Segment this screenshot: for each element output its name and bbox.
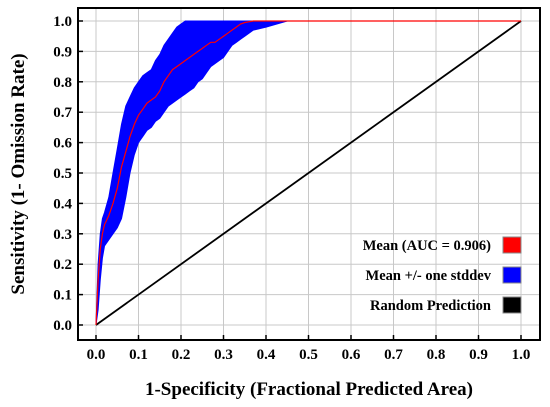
legend-label: Mean +/- one stddev [366,268,492,284]
x-tick-label: 1.0 [512,347,531,363]
stddev-band [95,20,521,326]
legend-label: Mean (AUC = 0.906) [363,238,491,254]
x-tick-label: 0.4 [257,347,276,363]
random-prediction-line [95,20,522,326]
y-tick-label: 0.3 [53,227,72,243]
line-layer [95,20,522,326]
y-tick-label: 0.0 [53,318,72,334]
y-tick-label: 0.1 [53,288,72,304]
legend-item-mean: Mean (AUC = 0.906) [363,236,522,254]
x-tick-label: 0.2 [172,347,191,363]
x-tick-label: 0.3 [214,347,233,363]
x-tick-label: 0.6 [342,347,361,363]
y-tick-label: 0.2 [53,257,72,273]
legend-swatch [502,296,522,314]
x-tick-label: 0.8 [427,347,446,363]
x-axis-title: 1-Specificity (Fractional Predicted Area… [145,379,473,400]
y-tick-label: 1.0 [53,14,72,30]
y-tick-label: 0.5 [53,166,72,182]
y-tick-label: 0.9 [53,44,72,60]
mean-roc-line [95,20,521,326]
x-tick-labels: 0.0 0.1 0.2 0.3 0.4 0.5 0.6 0.7 0.8 0.9 1.0 [87,335,531,363]
y-axis-title: Sensitivity (1- Omission Rate) [8,53,29,294]
x-tick-label: 0.5 [299,347,318,363]
y-tick-label: 0.7 [53,105,72,121]
y-tick-labels: 0.0 0.1 0.2 0.3 0.4 0.5 0.6 0.7 0.8 0.9 1.0 [53,14,83,334]
y-tick-label: 0.6 [53,136,72,152]
y-tick-label: 0.4 [53,196,72,212]
x-tick-label: 0.0 [87,347,106,363]
legend-swatch [502,236,522,254]
x-tick-label: 0.7 [384,347,403,363]
legend: Mean (AUC = 0.906) Mean +/- one stddev Ran… [363,236,522,314]
x-tick-label: 0.9 [469,347,488,363]
legend-label: Random Prediction [370,298,491,314]
y-tick-label: 0.8 [53,75,72,91]
legend-item-random: Random Prediction [370,296,522,314]
x-tick-label: 0.1 [129,347,148,363]
stddev-band-layer [95,20,521,326]
legend-swatch [502,266,522,284]
legend-item-stddev: Mean +/- one stddev [366,266,522,284]
